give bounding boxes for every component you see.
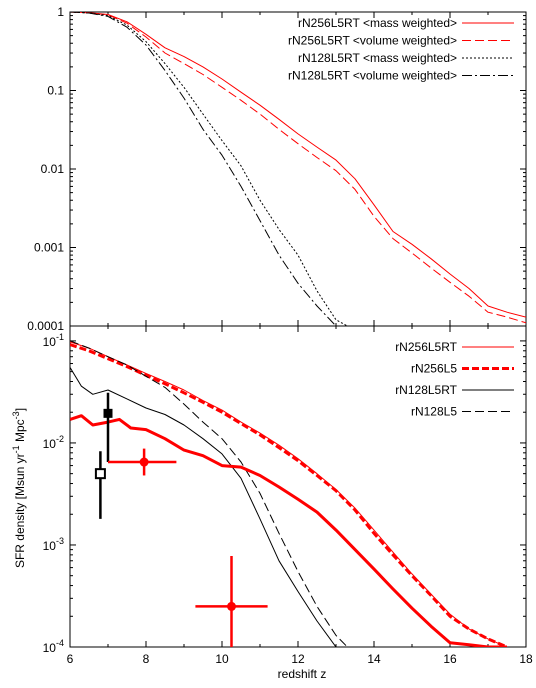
x-tick-label: 10 [215,652,229,666]
series-line [70,12,348,326]
series-line [70,340,348,647]
y-tick-label: 10-2 [43,434,64,451]
legend-label: rN128L5RT <volume weighted> [288,69,457,83]
data-point [139,457,149,467]
y-axis-label-part: SFR density [Msun yr [13,453,27,568]
x-tick-label: 8 [143,652,150,666]
series-line [70,414,507,647]
series-line [70,12,337,326]
legend-label: rN256L5RT <volume weighted> [288,34,457,48]
top-panel: 1 0.1 0.01 0.001 0.0001 rN256L5RT <mass weigh… [27,5,527,333]
series-group [70,12,526,326]
legend-label: rN256L5RT <mass weighted> [298,16,457,30]
legend-label: rN128L5 [411,405,457,419]
y-tick-label: 10-1 [43,332,64,349]
legend-label: rN256L5RT [395,340,457,354]
y-axis-label-part: ] [13,408,27,411]
x-tick-label: 6 [67,652,74,666]
y-tick-label: 1 [57,5,64,19]
series-line [70,12,526,318]
series-line [70,343,508,647]
y-axis-label-exponent: -1 [11,445,21,453]
series-group [70,340,508,647]
x-tick-label: 18 [519,652,533,666]
y-tick-label: 10-4 [43,638,64,655]
y-tick-label: 0.001 [34,241,64,255]
bottom-panel: 10-110-210-310-46 8 10 12 14 16 18rN256L5RTrN2… [43,325,533,666]
data-point [94,468,106,480]
y-tick-label: 0.01 [41,162,65,176]
y-tick-label: 0.1 [47,84,64,98]
legend-label: rN128L5RT <mass weighted> [298,51,457,65]
x-tick-label: 12 [291,652,305,666]
y-axis-label-exponent: -3 [11,411,21,419]
data-point [227,601,236,611]
y-axis-label: SFR density [Msun yr-1 Mpc-3] [11,408,27,568]
series-line [70,12,526,324]
legend: rN256L5RT <mass weighted> rN256L5RT <volu… [288,16,514,83]
series-line [70,367,337,647]
y-axis-label-part: Mpc [13,419,27,445]
x-axis-label: redshift z [278,667,327,681]
y-tick-label: 0.0001 [27,319,64,333]
legend: rN256L5RT rN256L5 rN128L5RT rN128L5 [395,340,514,419]
legend-label: rN128L5RT [395,383,457,397]
x-tick-label: 16 [443,652,457,666]
plot-frame [69,325,527,648]
legend-label: rN256L5 [411,362,457,376]
x-tick-label: 14 [367,652,381,666]
data-point [103,408,113,418]
y-tick-label: 10-3 [43,536,64,553]
